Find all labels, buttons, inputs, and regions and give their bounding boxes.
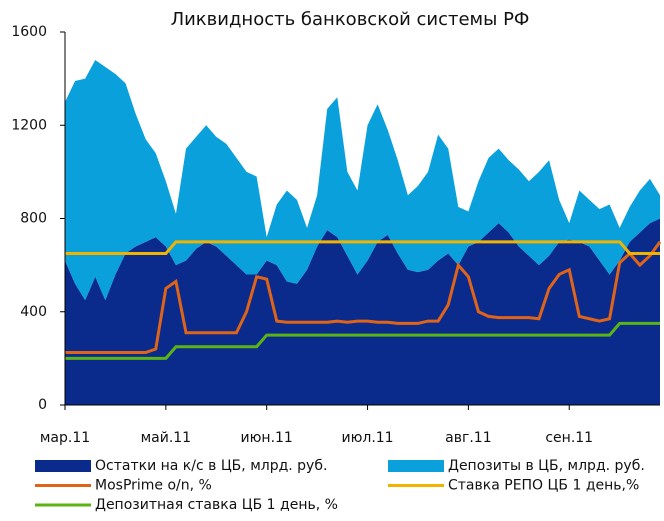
y-tick-label: 0 [38, 397, 47, 413]
legend-swatch [388, 460, 444, 472]
x-tick-label: мар.11 [40, 430, 90, 446]
y-tick-label: 1600 [11, 24, 47, 40]
x-tick-label: июн.11 [241, 430, 293, 446]
line [65, 240, 660, 255]
x-tick-label: сен.11 [545, 430, 593, 446]
area [65, 59, 660, 301]
y-tick-label: 400 [20, 304, 47, 320]
area [65, 218, 660, 405]
line [65, 321, 660, 360]
line [65, 240, 662, 355]
legend-swatch [35, 460, 91, 472]
legend-label: MosPrime o/n, % [95, 478, 212, 494]
legend-label: Депозитная ставка ЦБ 1 день, % [95, 497, 338, 513]
y-tick-label: 800 [20, 211, 47, 227]
y-tick-label: 1200 [11, 117, 47, 133]
x-tick-label: май.11 [141, 430, 192, 446]
x-tick-label: авг.11 [445, 430, 491, 446]
legend-label: Ставка РЕПО ЦБ 1 день,% [448, 478, 639, 494]
chart-title: Ликвидность банковской системы РФ [171, 9, 530, 30]
legend-label: Депозиты в ЦБ, млрд. руб. [448, 458, 645, 474]
legend-label: Остатки на к/с в ЦБ, млрд. руб. [95, 458, 327, 474]
x-tick-label: июл.11 [341, 430, 393, 446]
